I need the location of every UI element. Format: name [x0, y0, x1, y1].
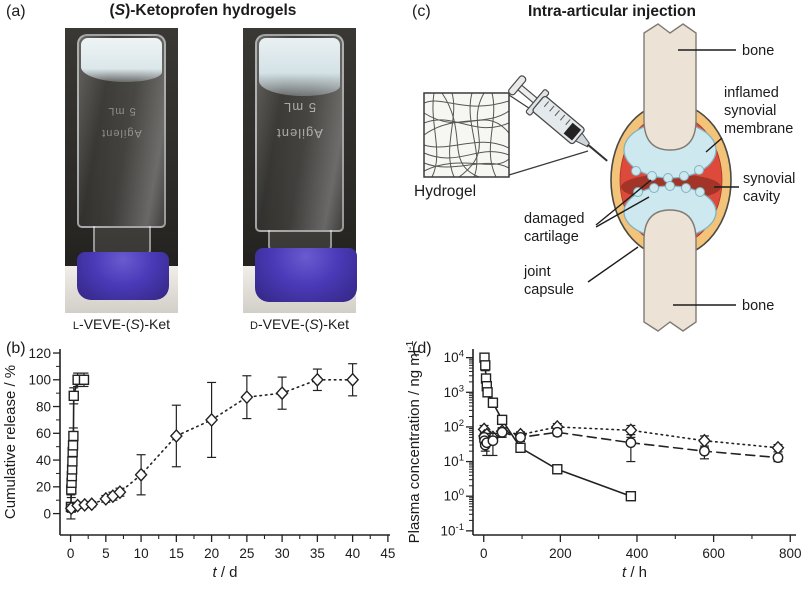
svg-text:100: 100 — [444, 487, 464, 504]
title-pre: ( — [109, 2, 115, 19]
vial-cap — [255, 248, 357, 302]
vial-glass-print: Agilent 5 mL — [257, 94, 342, 146]
chart-svg-b: 0 5 10 15 20 25 30 35 40 45 0 20 40 60 80 100 120 t / d Cu… — [2, 346, 395, 581]
hydrogel-plug — [259, 38, 340, 96]
inflamed-label-1: inflamed — [724, 85, 779, 101]
svg-text:40: 40 — [345, 546, 360, 561]
panel-c-tag: (c) — [412, 3, 431, 20]
glass-print-line: 5 mL — [107, 105, 136, 117]
label-body: -VEVE-( — [257, 316, 310, 332]
svg-text:400: 400 — [626, 546, 649, 561]
bone-lower-shape — [643, 209, 697, 332]
panel-b-tag: (b) — [6, 340, 26, 357]
svg-text:t / d: t / d — [212, 564, 237, 581]
svg-text:800: 800 — [779, 546, 802, 561]
syringe-icon — [508, 75, 608, 162]
title-stereo: S — [114, 2, 126, 19]
vial: Agilent 5 mL — [255, 34, 357, 302]
series-squares-solid — [479, 352, 637, 502]
svg-text:Cumulative release / %: Cumulative release / % — [2, 365, 19, 519]
vial-cap — [77, 252, 169, 300]
svg-text:20: 20 — [204, 546, 219, 561]
series-squares-solid — [65, 372, 90, 520]
title-post: )-Ketoprofen hydrogels — [125, 2, 297, 19]
stereo-prefix: D — [250, 320, 258, 332]
inflamed-label-2: synovial — [724, 103, 776, 119]
damaged-label-2: cartilage — [524, 229, 579, 245]
plasma-chart: 0 200 400 600 800 10-1 100 101 102 103 104 t / h Pla… — [404, 335, 812, 585]
capsule-label-1: joint — [523, 264, 551, 280]
glass-print-line: Agilent — [276, 126, 323, 141]
vial-glass-body: Agilent 5 mL — [255, 34, 344, 232]
svg-text:100: 100 — [28, 373, 51, 388]
damaged-pointer-upper — [595, 179, 652, 226]
svg-text:10: 10 — [134, 546, 149, 561]
svg-text:15: 15 — [169, 546, 184, 561]
inflamed-label-3: membrane — [724, 121, 793, 137]
series-diamonds-dotted — [64, 363, 360, 516]
panel-d-tag: (d) — [412, 340, 432, 357]
bone-upper-shape — [643, 23, 697, 151]
label-suffix: )-Ket — [139, 316, 171, 332]
glass-print-line: 5 mL — [283, 100, 316, 115]
glass-print-line: Agilent — [101, 127, 142, 139]
vial: Agilent 5 mL — [77, 34, 169, 300]
hydrogel-plug — [81, 38, 162, 82]
vial-label-left: L-VEVE-(S)-Ket — [65, 316, 178, 332]
svg-text:102: 102 — [444, 418, 464, 435]
bone-top-label: bone — [742, 43, 774, 59]
vial-photo-right: Agilent 5 mL — [243, 28, 357, 313]
stereo-prefix: L — [72, 320, 80, 332]
vial-glass-print: Agilent 5 mL — [79, 100, 164, 144]
svg-text:60: 60 — [36, 426, 51, 441]
svg-text:101: 101 — [444, 453, 464, 470]
callout-line-bottom — [508, 150, 589, 176]
vial-label-right: D-VEVE-(S)-Ket — [243, 316, 356, 332]
panel-c-title: Intra-articular injection — [528, 3, 696, 20]
damaged-label-1: damaged — [524, 211, 584, 227]
cavity-label-2: cavity — [743, 189, 781, 205]
hydrogel-label: Hydrogel — [414, 183, 476, 200]
svg-text:0: 0 — [67, 546, 75, 561]
release-chart: 0 5 10 15 20 25 30 35 40 45 0 20 40 60 80 100 120 t / d Cu… — [0, 335, 406, 585]
stereo-s: S — [309, 316, 319, 332]
svg-text:10-1: 10-1 — [441, 522, 464, 539]
svg-text:120: 120 — [28, 346, 51, 361]
svg-text:104: 104 — [444, 349, 464, 366]
svg-text:35: 35 — [310, 546, 325, 561]
svg-text:25: 25 — [239, 546, 254, 561]
label-body: -VEVE-( — [79, 316, 131, 332]
svg-text:Plasma concentration / ng ml-1: Plasma concentration / ng ml-1 — [406, 340, 423, 543]
capsule-label-2: capsule — [524, 282, 574, 298]
vial-glass-body: Agilent 5 mL — [77, 34, 166, 228]
capsule-pointer — [587, 246, 639, 283]
svg-text:200: 200 — [549, 546, 572, 561]
chart-svg-d: 0 200 400 600 800 10-1 100 101 102 103 104 t / h Pla… — [404, 340, 802, 581]
svg-text:40: 40 — [36, 453, 51, 468]
series-circles-dashed — [478, 426, 784, 464]
stereo-s: S — [130, 316, 140, 332]
svg-text:30: 30 — [275, 546, 290, 561]
inflamed-pointer — [705, 137, 723, 153]
panel-a-title: (S)-Ketoprofen hydrogels — [0, 2, 406, 20]
svg-text:600: 600 — [702, 546, 725, 561]
svg-text:103: 103 — [444, 383, 464, 400]
svg-text:20: 20 — [36, 480, 51, 495]
svg-text:0: 0 — [43, 506, 51, 521]
cavity-label-1: synovial — [743, 171, 795, 187]
svg-text:80: 80 — [36, 399, 51, 414]
svg-text:5: 5 — [102, 546, 110, 561]
hydrogel-mesh — [423, 92, 510, 178]
panel-a-tag: (a) — [6, 3, 26, 20]
bone-bottom-label: bone — [742, 298, 774, 314]
damaged-pointer-lower — [595, 196, 650, 228]
label-suffix: )-Ket — [318, 316, 349, 332]
svg-text:t / h: t / h — [622, 564, 647, 581]
joint-injection-diagram: Intra-articular injection — [414, 3, 795, 332]
vial-photo-left: Agilent 5 mL — [65, 28, 178, 313]
svg-text:0: 0 — [480, 546, 488, 561]
svg-text:45: 45 — [380, 546, 395, 561]
